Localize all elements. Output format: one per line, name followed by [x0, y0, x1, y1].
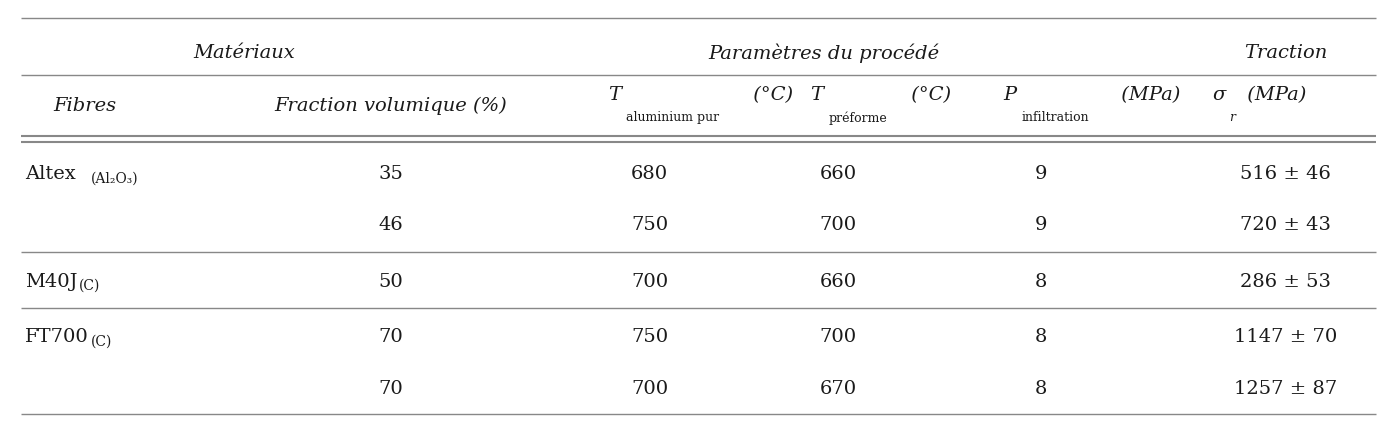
Text: 50: 50	[379, 273, 404, 290]
Text: Matériaux: Matériaux	[194, 44, 295, 62]
Text: 700: 700	[820, 329, 856, 346]
Text: r: r	[1229, 111, 1235, 125]
Text: 516 ± 46: 516 ± 46	[1239, 165, 1331, 183]
Text: (°C): (°C)	[905, 86, 951, 103]
Text: (MPa): (MPa)	[1241, 86, 1306, 103]
Text: M40J: M40J	[25, 273, 78, 290]
Text: σ: σ	[1213, 86, 1225, 103]
Text: 700: 700	[631, 381, 668, 398]
Text: 286 ± 53: 286 ± 53	[1239, 273, 1331, 290]
Text: 1257 ± 87: 1257 ± 87	[1234, 381, 1337, 398]
Text: Fraction volumique (%): Fraction volumique (%)	[275, 96, 507, 115]
Text: 9: 9	[1035, 216, 1046, 234]
Text: 680: 680	[631, 165, 668, 183]
Text: 8: 8	[1035, 273, 1046, 290]
Text: P: P	[1003, 86, 1016, 103]
Text: Paramètres du procédé: Paramètres du procédé	[708, 43, 940, 62]
Text: Altex: Altex	[25, 165, 75, 183]
Text: préforme: préforme	[828, 111, 887, 125]
Text: Fibres: Fibres	[53, 97, 116, 114]
Text: 70: 70	[379, 329, 404, 346]
Text: 46: 46	[379, 216, 404, 234]
Text: 700: 700	[631, 273, 668, 290]
Text: 750: 750	[631, 216, 668, 234]
Text: T: T	[810, 86, 823, 103]
Text: aluminium pur: aluminium pur	[626, 111, 719, 125]
Text: 8: 8	[1035, 381, 1046, 398]
Text: (Al₂O₃): (Al₂O₃)	[91, 171, 138, 185]
Text: 9: 9	[1035, 165, 1046, 183]
Text: 720 ± 43: 720 ± 43	[1239, 216, 1331, 234]
Text: 35: 35	[379, 165, 404, 183]
Text: 660: 660	[820, 165, 856, 183]
Text: T: T	[608, 86, 620, 103]
Text: 660: 660	[820, 273, 856, 290]
Text: 1147 ± 70: 1147 ± 70	[1234, 329, 1337, 346]
Text: 8: 8	[1035, 329, 1046, 346]
Text: 700: 700	[820, 216, 856, 234]
Text: (C): (C)	[91, 335, 112, 349]
Text: (MPa): (MPa)	[1115, 86, 1180, 103]
Text: (°C): (°C)	[747, 86, 793, 103]
Text: FT700: FT700	[25, 329, 89, 346]
Text: Traction: Traction	[1243, 44, 1327, 62]
Text: infiltration: infiltration	[1021, 111, 1088, 125]
Text: 670: 670	[820, 381, 856, 398]
Text: (C): (C)	[78, 279, 101, 293]
Text: 70: 70	[379, 381, 404, 398]
Text: 750: 750	[631, 329, 668, 346]
